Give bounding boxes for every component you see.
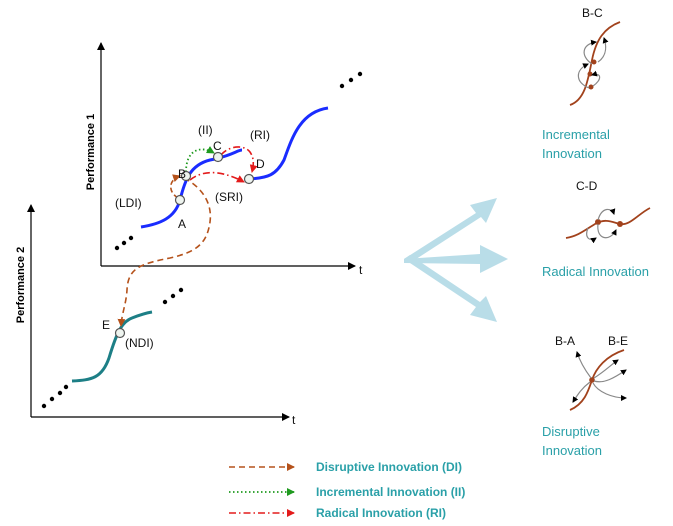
legend-item-ii: Incremental Innovation (II) — [229, 485, 465, 499]
disruptive-caption-1: Disruptive — [542, 424, 600, 439]
panel-ba-title: B-A — [555, 334, 575, 348]
panel-radical: C-D Radical Innovation — [542, 179, 651, 279]
legend-item-ri: Radical Innovation (RI) — [229, 506, 446, 520]
performance-2-axes: Performance 2 t — [15, 204, 296, 427]
legend-label-ii: Incremental Innovation (II) — [316, 485, 465, 499]
performance-1-axes: Performance 1 t — [85, 42, 363, 277]
point-e-label: E — [102, 318, 110, 332]
radical-caption: Radical Innovation — [542, 264, 649, 279]
sri-path — [189, 171, 245, 183]
panel-cd-title: C-D — [576, 179, 598, 193]
ii-label: (II) — [198, 123, 213, 137]
di-path — [117, 177, 212, 327]
point-c-marker — [212, 151, 224, 163]
ldi-label: (LDI) — [115, 196, 142, 210]
legend-label-ri: Radical Innovation (RI) — [316, 506, 446, 520]
ldi-path — [169, 174, 181, 199]
point-markers — [114, 151, 255, 339]
point-d-label: D — [256, 157, 265, 171]
ii-path — [185, 146, 215, 173]
point-a-marker — [174, 194, 186, 206]
ri-label: (RI) — [250, 128, 270, 142]
performance-2-label: Performance 2 — [15, 247, 27, 323]
three-way-arrow — [404, 198, 508, 322]
incremental-caption-1: Incremental — [542, 127, 610, 142]
ndi-label: (NDI) — [125, 336, 154, 350]
point-c-label: C — [213, 139, 222, 153]
blue-s-curves — [140, 106, 329, 229]
incremental-caption-2: Innovation — [542, 146, 602, 161]
point-b-label: B — [178, 167, 186, 181]
ri-path — [220, 146, 258, 173]
legend-item-di: Disruptive Innovation (DI) — [229, 460, 462, 474]
point-a-label: A — [178, 217, 186, 231]
panel-disruptive: B-A B-E Disruptive Innovation — [542, 334, 628, 458]
point-b-marker — [180, 170, 192, 182]
legend: Disruptive Innovation (DI) Incremental I… — [229, 460, 465, 520]
point-e-marker — [114, 327, 126, 339]
panel-be-title: B-E — [608, 334, 628, 348]
point-d-marker — [243, 173, 255, 185]
legend-label-di: Disruptive Innovation (DI) — [316, 460, 462, 474]
disruptive-caption-2: Innovation — [542, 443, 602, 458]
panel-incremental: B-C Incremental Innovation — [542, 6, 621, 161]
t-axis-label-2: t — [292, 413, 296, 427]
sri-label: (SRI) — [215, 190, 243, 204]
trend-dots — [41, 71, 363, 409]
panel-bc-title: B-C — [582, 6, 603, 20]
t-axis-label-1: t — [359, 263, 363, 277]
performance-1-label: Performance 1 — [85, 114, 97, 190]
